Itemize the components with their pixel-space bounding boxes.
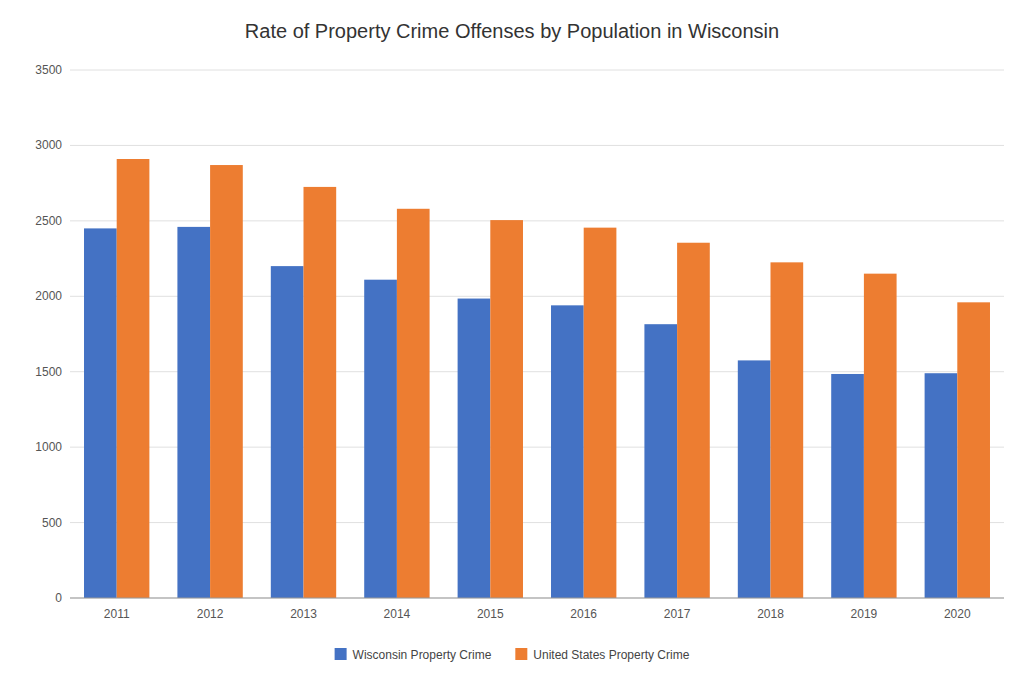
y-tick-label: 2000 [35, 289, 62, 303]
bar [584, 228, 617, 598]
bar [210, 165, 243, 598]
chart-container: Rate of Property Crime Offenses by Popul… [0, 0, 1024, 683]
x-tick-label: 2011 [104, 607, 130, 621]
x-tick-label: 2018 [757, 607, 784, 621]
x-tick-label: 2014 [384, 607, 411, 621]
x-tick-label: 2015 [477, 607, 504, 621]
bar [925, 373, 958, 598]
x-tick-label: 2020 [944, 607, 971, 621]
y-axis: 0 500 1000 1500 2000 2500 3000 3500 [35, 63, 1004, 605]
x-axis: 2011 2012 2013 2014 2015 2016 2017 2018 2019 2020 [70, 598, 1004, 621]
bar [397, 209, 430, 598]
bar [738, 360, 771, 598]
bar [677, 243, 710, 598]
bar [644, 324, 677, 598]
x-tick-label: 2019 [851, 607, 878, 621]
legend: Wisconsin Property Crime United States Pr… [335, 648, 690, 662]
y-tick-label: 2500 [35, 214, 62, 228]
legend-swatch [335, 648, 347, 660]
legend-label: United States Property Crime [533, 648, 689, 662]
bar [177, 227, 210, 598]
bar [490, 220, 523, 598]
legend-swatch [515, 648, 527, 660]
grid-line [70, 145, 1004, 146]
y-tick-label: 500 [42, 516, 62, 530]
grid-line [70, 598, 1004, 599]
chart-svg: Rate of Property Crime Offenses by Popul… [0, 0, 1024, 683]
bars [84, 159, 990, 598]
y-tick-label: 0 [55, 591, 62, 605]
bar [271, 266, 304, 598]
bar [84, 228, 117, 598]
legend-label: Wisconsin Property Crime [353, 648, 492, 662]
bar [458, 299, 491, 598]
bar [304, 187, 337, 598]
bar [364, 280, 397, 598]
x-axis-line [70, 598, 1004, 599]
grid-line [70, 70, 1004, 71]
y-tick-label: 3500 [35, 63, 62, 77]
bar [551, 305, 584, 598]
page: {"chart_data": {"type": "bar", "title": … [0, 0, 1024, 683]
x-tick-label: 2017 [664, 607, 691, 621]
y-tick-label: 1500 [35, 365, 62, 379]
title: Rate of Property Crime Offenses by Popul… [245, 20, 779, 42]
bar [957, 302, 990, 598]
x-tick-label: 2012 [197, 607, 224, 621]
bar [117, 159, 150, 598]
bar [864, 274, 897, 598]
bar [831, 374, 864, 598]
y-tick-label: 3000 [35, 138, 62, 152]
x-tick-label: 2013 [290, 607, 317, 621]
y-tick-label: 1000 [35, 440, 62, 454]
bar [771, 262, 804, 598]
x-tick-label: 2016 [570, 607, 597, 621]
